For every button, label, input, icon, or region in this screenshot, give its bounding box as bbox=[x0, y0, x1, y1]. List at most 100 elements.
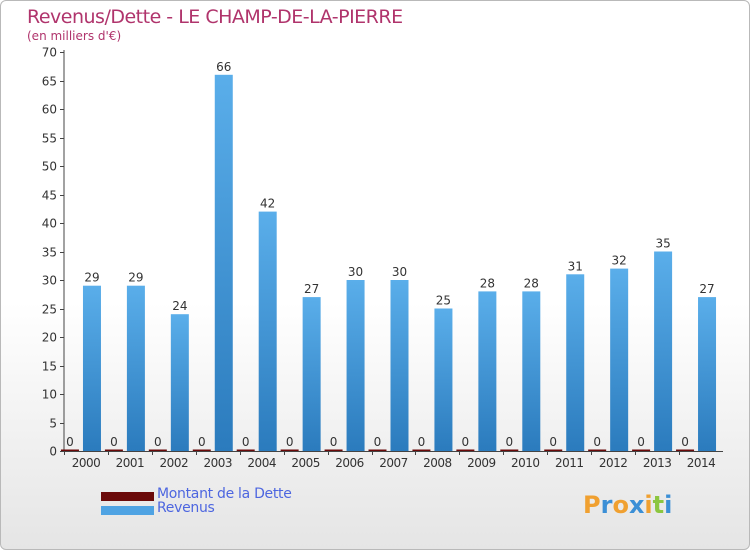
revenus-bar bbox=[698, 297, 717, 451]
y-tick-label: 35 bbox=[42, 246, 57, 260]
dette-data-label: 0 bbox=[330, 435, 338, 449]
revenus-bar bbox=[258, 211, 277, 451]
dette-data-label: 0 bbox=[242, 435, 250, 449]
chart-bars: 0 29 0 29 0 24 0 66 0 42 0 27 0 30 0 30 0 25 0 28 0 28 0 31 0 32 0… bbox=[60, 60, 717, 452]
y-tick-label: 5 bbox=[49, 417, 57, 431]
x-tick-label: 2008 bbox=[423, 456, 452, 470]
x-tick-label: 2012 bbox=[599, 456, 628, 470]
x-tick-label: 2006 bbox=[335, 456, 364, 470]
y-tick-label: 25 bbox=[42, 303, 57, 317]
logo-letter: r bbox=[600, 491, 613, 519]
dette-bar bbox=[280, 449, 299, 451]
logo-letter: i bbox=[664, 491, 673, 519]
revenus-data-label: 31 bbox=[568, 259, 583, 273]
revenus-bar bbox=[610, 268, 629, 451]
revenus-bar bbox=[522, 291, 541, 451]
revenus-data-label: 66 bbox=[216, 60, 231, 74]
dette-bar bbox=[148, 449, 167, 451]
dette-bar bbox=[60, 449, 79, 451]
dette-bar bbox=[192, 449, 211, 451]
dette-data-label: 0 bbox=[505, 435, 513, 449]
revenus-bar bbox=[302, 297, 321, 451]
revenus-bar bbox=[346, 280, 365, 451]
dette-bar bbox=[544, 449, 563, 451]
y-tick-label: 20 bbox=[42, 331, 57, 345]
dette-bar bbox=[500, 449, 519, 451]
y-tick-label: 10 bbox=[42, 388, 57, 402]
y-tick-label: 65 bbox=[42, 75, 57, 89]
dette-bar bbox=[412, 449, 431, 451]
logo-letter: i bbox=[644, 491, 653, 519]
revenus-data-label: 27 bbox=[699, 282, 714, 296]
dette-bar bbox=[588, 449, 607, 451]
dette-data-label: 0 bbox=[549, 435, 557, 449]
y-tick-label: 15 bbox=[42, 360, 57, 374]
y-tick-label: 60 bbox=[42, 103, 57, 117]
dette-data-label: 0 bbox=[418, 435, 426, 449]
dette-data-label: 0 bbox=[198, 435, 206, 449]
dette-data-label: 0 bbox=[110, 435, 118, 449]
dette-bar bbox=[632, 449, 651, 451]
x-tick-label: 2002 bbox=[160, 456, 189, 470]
dette-data-label: 0 bbox=[66, 435, 74, 449]
revenus-data-label: 32 bbox=[612, 254, 627, 268]
x-tick-label: 2010 bbox=[511, 456, 540, 470]
legend-swatch-dette bbox=[101, 492, 154, 501]
legend-label-dette: Montant de la Dette bbox=[157, 486, 292, 502]
dette-bar bbox=[368, 449, 387, 451]
x-tick-label: 2003 bbox=[203, 456, 232, 470]
chart-subtitle: (en milliers d'€) bbox=[27, 29, 122, 43]
revenus-bar bbox=[214, 74, 233, 452]
x-tick-label: 2000 bbox=[72, 456, 101, 470]
revenus-data-label: 29 bbox=[84, 271, 99, 285]
x-tick-label: 2011 bbox=[555, 456, 584, 470]
logo-letter: t bbox=[652, 491, 665, 519]
revenus-data-label: 42 bbox=[260, 197, 275, 211]
revenus-bar bbox=[390, 280, 409, 451]
revenus-data-label: 28 bbox=[524, 276, 539, 290]
dette-data-label: 0 bbox=[154, 435, 162, 449]
revenus-data-label: 30 bbox=[348, 265, 363, 279]
revenus-bar bbox=[126, 285, 145, 451]
y-tick-label: 45 bbox=[42, 189, 57, 203]
revenus-data-label: 25 bbox=[436, 294, 451, 308]
revenus-bar bbox=[566, 274, 585, 451]
legend-swatch-revenus bbox=[101, 506, 154, 515]
x-tick-label: 2001 bbox=[116, 456, 145, 470]
revenus-data-label: 30 bbox=[392, 265, 407, 279]
chart-title: Revenus/Dette - LE CHAMP-DE-LA-PIERRE bbox=[27, 6, 403, 28]
revenus-data-label: 29 bbox=[128, 271, 143, 285]
revenus-data-label: 35 bbox=[655, 237, 670, 251]
y-tick-label: 50 bbox=[42, 160, 57, 174]
dette-data-label: 0 bbox=[374, 435, 382, 449]
dette-bar bbox=[324, 449, 343, 451]
x-tick-label: 2004 bbox=[247, 456, 276, 470]
y-tick-label: 30 bbox=[42, 274, 57, 288]
revenus-data-label: 28 bbox=[480, 276, 495, 290]
x-tick-label: 2009 bbox=[467, 456, 496, 470]
revenus-bar bbox=[478, 291, 497, 451]
dette-data-label: 0 bbox=[681, 435, 689, 449]
x-tick-label: 2013 bbox=[643, 456, 672, 470]
logo-letter: P bbox=[583, 491, 601, 519]
proxiti-logo: Proxiti bbox=[583, 491, 672, 519]
y-tick-label: 55 bbox=[42, 132, 57, 146]
x-tick-label: 2005 bbox=[291, 456, 320, 470]
logo-letter: x bbox=[628, 491, 645, 519]
logo-letter: o bbox=[612, 491, 629, 519]
y-tick-label: 40 bbox=[42, 217, 57, 231]
revenus-bar bbox=[82, 285, 101, 451]
revenus-data-label: 24 bbox=[172, 299, 187, 313]
x-tick-label: 2014 bbox=[687, 456, 716, 470]
revenus-data-label: 27 bbox=[304, 282, 319, 296]
dette-bar bbox=[676, 449, 695, 451]
y-tick-label: 0 bbox=[49, 445, 57, 459]
dette-bar bbox=[236, 449, 255, 451]
dette-data-label: 0 bbox=[286, 435, 294, 449]
dette-data-label: 0 bbox=[637, 435, 645, 449]
dette-data-label: 0 bbox=[593, 435, 601, 449]
dette-bar bbox=[104, 449, 123, 451]
